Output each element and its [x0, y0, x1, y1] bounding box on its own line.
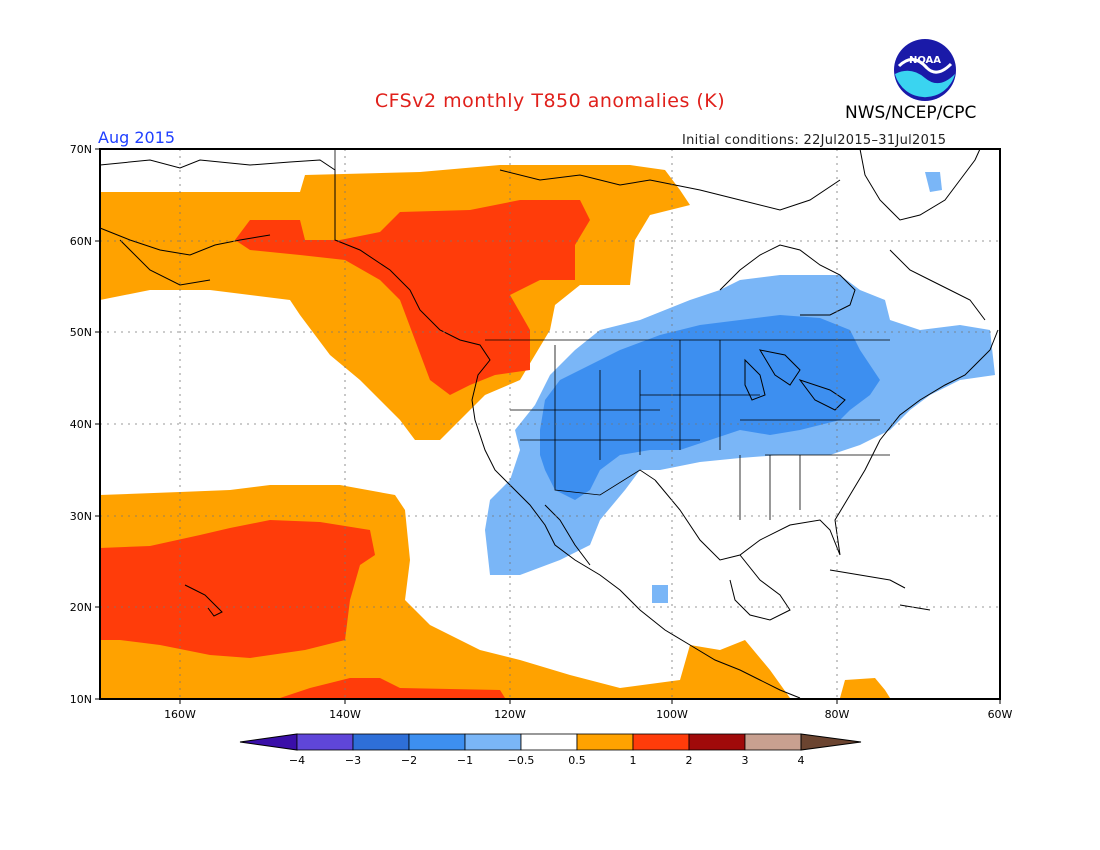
lat-label: 70N: [70, 143, 92, 156]
colorbar-label: −4: [289, 754, 305, 767]
colorbar-bin: [632, 733, 690, 751]
warm-anomaly-caribbean: [840, 678, 890, 698]
lat-label: 30N: [70, 510, 92, 523]
latitude-labels: 70N 60N 50N 40N 30N 20N 10N: [70, 143, 92, 706]
lon-label: 120W: [494, 708, 526, 721]
colorbar: −4 −3 −2 −1 −0.5 0.5 1 2 3 4: [239, 733, 862, 767]
cool-anomaly-core: [540, 315, 880, 500]
colorbar-bin: [464, 733, 522, 751]
cool-anomaly-mexico: [652, 585, 668, 603]
colorbar-bin: [296, 733, 354, 751]
colorbar-max-arrow: [800, 733, 862, 751]
colorbar-bin: [520, 733, 578, 751]
lat-label: 60N: [70, 235, 92, 248]
agency-label: NWS/NCEP/CPC: [845, 103, 977, 123]
colorbar-label: −1: [457, 754, 473, 767]
lat-label: 50N: [70, 326, 92, 339]
lon-label: 160W: [164, 708, 196, 721]
cool-anomaly-baffin: [925, 172, 942, 192]
colorbar-bin: [352, 733, 410, 751]
colorbar-bin: [408, 733, 466, 751]
colorbar-label: 4: [798, 754, 805, 767]
coastlines: [99, 148, 999, 699]
lon-label: 60W: [988, 708, 1013, 721]
colorbar-label: −0.5: [508, 754, 535, 767]
colorbar-bin: [576, 733, 634, 751]
noaa-logo-text: NOAA: [909, 55, 941, 66]
colorbar-label: 1: [630, 754, 637, 767]
lon-label: 80W: [825, 708, 850, 721]
colorbar-bin: [688, 733, 746, 751]
colorbar-min-arrow: [239, 733, 298, 751]
forecast-month: Aug 2015: [98, 128, 176, 147]
warm-anomaly-alaska-core: [235, 200, 590, 395]
lon-label: 140W: [329, 708, 361, 721]
graticule: [100, 149, 1000, 699]
colorbar-label: −3: [345, 754, 361, 767]
colorbar-bin: [744, 733, 802, 751]
map-title: CFSv2 monthly T850 anomalies (K): [374, 90, 726, 112]
lat-label: 20N: [70, 601, 92, 614]
lat-label: 10N: [70, 693, 92, 706]
colorbar-label: 2: [686, 754, 693, 767]
initial-conditions: Initial conditions: 22Jul2015–31Jul2015: [682, 133, 947, 148]
anomaly-fields: [100, 165, 995, 698]
lon-label: 100W: [656, 708, 688, 721]
political-borders: [334, 149, 890, 520]
longitude-labels: 160W 140W 120W 100W 80W 60W: [164, 708, 1012, 721]
colorbar-label: −2: [401, 754, 417, 767]
warm-anomaly-hawaii-core: [100, 520, 375, 658]
colorbar-label: 0.5: [568, 754, 586, 767]
noaa-logo-icon: NOAA: [894, 39, 956, 101]
warm-anomaly-equatorial-core: [280, 678, 505, 698]
colorbar-label: 3: [742, 754, 749, 767]
lat-label: 40N: [70, 418, 92, 431]
